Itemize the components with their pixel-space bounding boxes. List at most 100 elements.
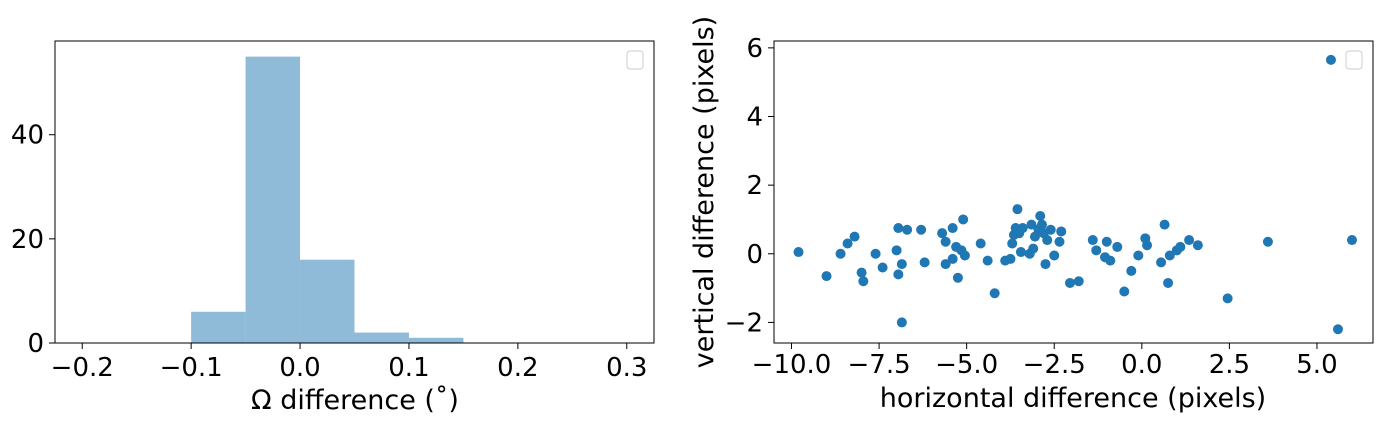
scatter-point: [1133, 250, 1144, 261]
histogram-x-tick-label: 0.0: [279, 353, 320, 383]
scatter-point: [1119, 286, 1130, 297]
scatter-point: [893, 269, 904, 280]
scatter-point: [1005, 253, 1016, 264]
histogram-x-tick-label: −0.2: [51, 353, 114, 383]
scatter-point: [989, 288, 1000, 299]
histogram-x-tick-label: 0.2: [497, 353, 538, 383]
scatter-x-axis-label: horizontal difference (pixels): [880, 383, 1266, 414]
scatter-point: [793, 247, 804, 258]
scatter-y-tick-label: 4: [746, 103, 763, 133]
scatter-point: [1112, 241, 1123, 252]
scatter-point: [1026, 219, 1037, 230]
scatter-x-tick-label: −10.0: [752, 350, 832, 380]
histogram-x-tick-label: −0.1: [160, 353, 223, 383]
scatter-point: [947, 223, 958, 234]
scatter-point: [1332, 324, 1343, 335]
histogram-y-tick-label: 20: [11, 225, 44, 255]
scatter-point: [1325, 54, 1336, 65]
scatter-panel: −10.0 −7.5 −5.0 −2.5 0.0 2.5 5.0 −2 0 2 4 6 horizo…: [689, 16, 1374, 414]
scatter-point: [1091, 245, 1102, 256]
scatter-point: [842, 238, 853, 249]
scatter-x-tick-label: −7.5: [848, 350, 911, 380]
scatter-point: [919, 257, 930, 268]
histogram-x-ticks: −0.2 −0.1 0.0 0.1 0.2 0.3: [51, 343, 647, 383]
scatter-point: [1159, 219, 1170, 230]
scatter-y-axis-label: vertical difference (pixels): [689, 16, 720, 368]
scatter-point: [982, 255, 993, 266]
scatter-axes-frame: [773, 40, 1374, 344]
scatter-point: [1015, 247, 1026, 258]
scatter-point: [1101, 236, 1112, 247]
scatter-point: [877, 262, 888, 273]
scatter-point: [916, 224, 927, 235]
histogram-bar: [300, 259, 355, 343]
scatter-y-tick-label: 2: [746, 171, 763, 201]
histogram-x-tick-label: 0.1: [388, 353, 429, 383]
scatter-point: [858, 276, 869, 287]
scatter-point: [1126, 265, 1137, 276]
scatter-x-tick-label: 0.0: [1121, 350, 1162, 380]
histogram-bar: [354, 332, 409, 343]
scatter-y-tick-label: 6: [746, 34, 763, 64]
scatter-point: [1192, 240, 1203, 251]
scatter-point: [1049, 250, 1060, 261]
scatter-point: [1163, 277, 1174, 288]
histogram-bar: [408, 337, 464, 343]
scatter-x-tick-label: 5.0: [1296, 350, 1337, 380]
histogram-empty-legend: [626, 50, 644, 70]
scatter-point: [896, 259, 907, 270]
scatter-point: [1042, 235, 1053, 246]
scatter-point: [835, 248, 846, 259]
scatter-point: [1142, 240, 1153, 251]
histogram-y-ticks: 0 20 40: [11, 121, 55, 359]
scatter-point: [959, 250, 970, 261]
scatter-point: [937, 228, 948, 239]
scatter-point: [1222, 293, 1233, 304]
scatter-point: [952, 272, 963, 283]
scatter-x-tick-label: 2.5: [1209, 350, 1250, 380]
scatter-point: [1262, 236, 1273, 247]
scatter-point: [1007, 238, 1018, 249]
scatter-point: [1073, 276, 1084, 287]
scatter-point: [902, 224, 913, 235]
scatter-y-ticks: −2 0 2 4 6: [725, 34, 774, 338]
scatter-empty-legend: [1345, 50, 1363, 70]
scatter-point: [940, 259, 951, 270]
scatter-point: [1105, 255, 1116, 266]
scatter-y-tick-label: 0: [746, 240, 763, 270]
scatter-point: [940, 236, 951, 247]
scatter-point: [821, 271, 832, 282]
scatter-point: [1028, 243, 1039, 254]
scatter-point: [1184, 235, 1195, 246]
scatter-point: [1036, 219, 1047, 230]
histogram-x-axis-label: Ω difference (˚): [251, 385, 459, 416]
histogram-y-tick-label: 40: [11, 121, 44, 151]
scatter-point: [1012, 204, 1023, 215]
scatter-x-tick-label: −5.0: [935, 350, 998, 380]
scatter-point: [891, 245, 902, 256]
histogram-x-tick-label: 0.3: [606, 353, 647, 383]
histogram-panel: −0.2 −0.1 0.0 0.1 0.2 0.3 0 20 40 Ω difference …: [11, 40, 655, 416]
scatter-point: [1056, 226, 1067, 237]
scatter-point: [958, 214, 969, 225]
scatter-point: [1054, 236, 1065, 247]
scatter-point: [1156, 257, 1167, 268]
scatter-y-tick-label: −2: [725, 308, 763, 338]
scatter-points: [793, 54, 1357, 335]
scatter-x-ticks: −10.0 −7.5 −5.0 −2.5 0.0 2.5 5.0: [752, 343, 1338, 380]
histogram-axes-frame: [54, 40, 655, 344]
scatter-point: [856, 267, 867, 278]
histogram-bar: [191, 311, 246, 343]
scatter-point: [896, 317, 907, 328]
histogram-bars: [191, 56, 464, 343]
scatter-point: [849, 231, 860, 242]
scatter-point: [1017, 223, 1028, 234]
scatter-x-tick-label: −2.5: [1023, 350, 1086, 380]
scatter-point: [975, 238, 986, 249]
scatter-point: [1045, 224, 1056, 235]
scatter-point: [1164, 250, 1175, 261]
scatter-point: [1087, 235, 1098, 246]
scatter-point: [1346, 235, 1357, 246]
scatter-point: [1175, 241, 1186, 252]
